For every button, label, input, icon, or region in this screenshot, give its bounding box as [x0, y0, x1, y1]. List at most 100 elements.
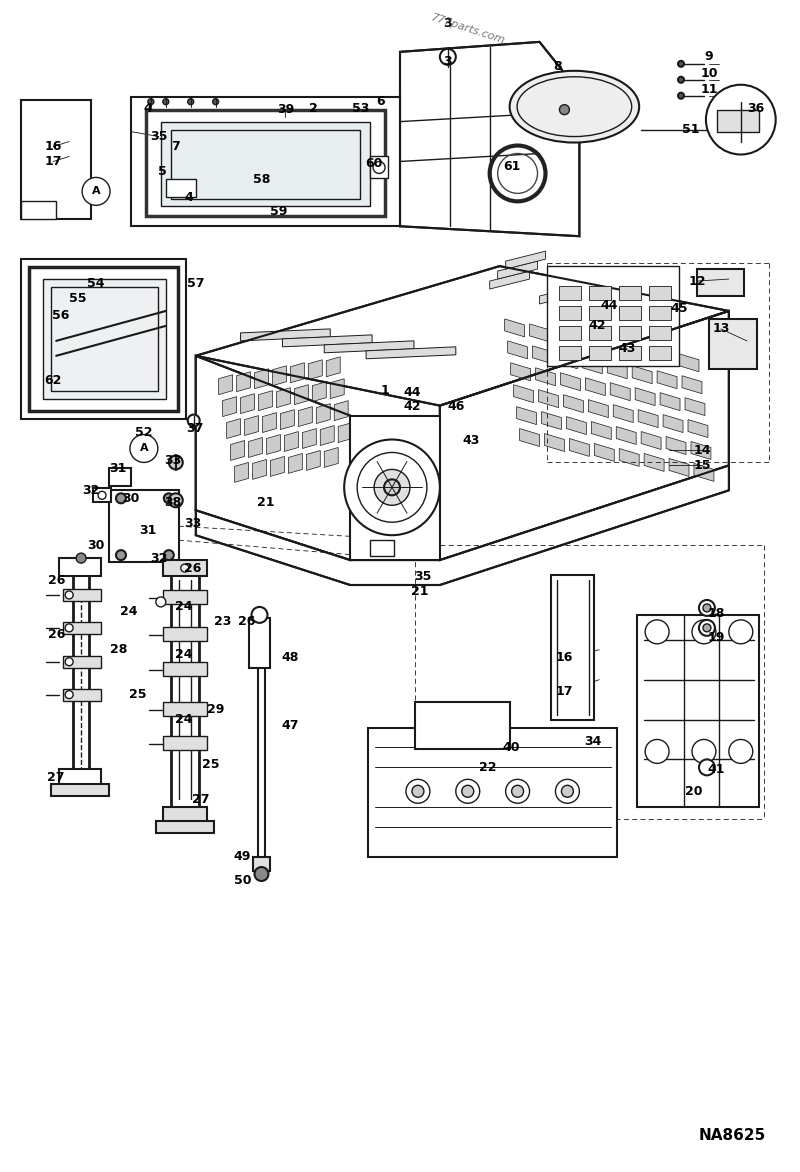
Text: 43: 43 [618, 342, 636, 355]
Polygon shape [254, 369, 269, 389]
Text: 32: 32 [82, 484, 100, 497]
Bar [619, 326, 641, 340]
Text: 53: 53 [353, 102, 370, 115]
Text: 35: 35 [150, 130, 167, 143]
Circle shape [678, 61, 684, 67]
Bar [163, 702, 206, 716]
Text: 26: 26 [47, 628, 65, 641]
Circle shape [148, 98, 154, 104]
Text: A: A [92, 186, 100, 197]
Text: 47: 47 [282, 718, 299, 732]
Polygon shape [694, 463, 714, 482]
Polygon shape [508, 341, 527, 359]
Bar [166, 179, 196, 197]
Polygon shape [654, 349, 674, 367]
Polygon shape [131, 97, 400, 226]
Polygon shape [619, 449, 639, 466]
Polygon shape [510, 363, 530, 381]
Polygon shape [644, 454, 664, 471]
Bar [59, 769, 101, 789]
Polygon shape [312, 382, 326, 402]
Polygon shape [338, 423, 352, 443]
Text: 5: 5 [158, 165, 167, 178]
Circle shape [163, 98, 169, 104]
Text: 17: 17 [45, 155, 62, 168]
Circle shape [706, 84, 776, 155]
Circle shape [678, 77, 684, 83]
Polygon shape [637, 615, 758, 808]
Bar [63, 689, 101, 701]
Circle shape [188, 98, 194, 104]
Polygon shape [685, 397, 705, 416]
Polygon shape [547, 277, 587, 294]
Text: 4: 4 [143, 102, 152, 115]
Circle shape [344, 440, 440, 536]
Text: 20: 20 [686, 785, 702, 798]
Circle shape [169, 456, 182, 470]
Polygon shape [161, 122, 370, 206]
Text: 34: 34 [585, 735, 602, 748]
Text: 44: 44 [403, 386, 421, 400]
Text: 14: 14 [693, 444, 710, 457]
Polygon shape [282, 335, 372, 347]
Bar [619, 346, 641, 360]
Circle shape [65, 591, 73, 599]
Polygon shape [663, 415, 683, 432]
Polygon shape [22, 202, 56, 219]
Bar [619, 306, 641, 320]
Polygon shape [533, 346, 553, 363]
Polygon shape [43, 279, 166, 398]
Bar [590, 306, 611, 320]
Polygon shape [657, 370, 677, 389]
Polygon shape [535, 368, 555, 386]
Polygon shape [273, 366, 286, 386]
Text: 33: 33 [164, 454, 182, 466]
Polygon shape [641, 431, 661, 450]
Polygon shape [610, 383, 630, 401]
Circle shape [374, 470, 410, 505]
Circle shape [65, 624, 73, 632]
Polygon shape [285, 431, 298, 451]
Bar [590, 326, 611, 340]
Circle shape [729, 620, 753, 643]
Bar [619, 286, 641, 300]
Polygon shape [555, 266, 595, 284]
Text: 36: 36 [747, 102, 764, 115]
Text: 57: 57 [187, 277, 205, 289]
Text: 9: 9 [705, 50, 714, 63]
Circle shape [164, 493, 174, 503]
Polygon shape [697, 270, 744, 297]
Circle shape [116, 493, 126, 503]
Bar [649, 326, 671, 340]
Polygon shape [277, 388, 290, 408]
Polygon shape [666, 436, 686, 455]
Bar [559, 346, 582, 360]
Polygon shape [591, 422, 611, 440]
Text: 10: 10 [700, 67, 718, 81]
Text: 7: 7 [171, 139, 180, 154]
Bar [163, 627, 206, 641]
Polygon shape [558, 350, 578, 369]
Circle shape [456, 779, 480, 803]
Polygon shape [554, 329, 574, 347]
Text: 30: 30 [87, 539, 105, 552]
Polygon shape [308, 360, 322, 380]
Circle shape [357, 452, 427, 523]
Text: 43: 43 [462, 434, 479, 447]
Polygon shape [688, 420, 708, 437]
Polygon shape [530, 323, 550, 342]
Text: 31: 31 [110, 462, 126, 475]
Text: 42: 42 [589, 320, 606, 333]
Circle shape [82, 177, 110, 205]
Text: 59: 59 [270, 205, 287, 218]
Circle shape [156, 597, 166, 607]
Circle shape [692, 620, 716, 643]
Text: NA8625: NA8625 [699, 1129, 766, 1143]
Bar [370, 157, 388, 178]
Circle shape [699, 759, 715, 776]
Polygon shape [368, 728, 618, 857]
Polygon shape [266, 435, 281, 455]
Circle shape [645, 740, 669, 763]
Polygon shape [324, 341, 414, 353]
Text: 56: 56 [53, 309, 70, 322]
